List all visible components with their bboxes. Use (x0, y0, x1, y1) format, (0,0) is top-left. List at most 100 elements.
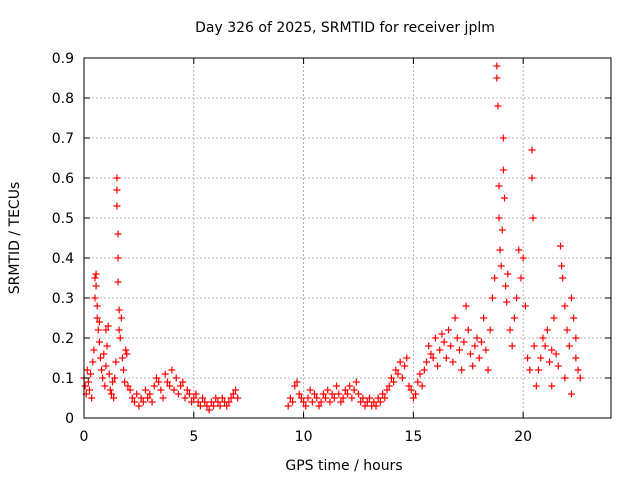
data-point (515, 246, 523, 254)
data-point (346, 382, 354, 390)
y-tick-label: 0.7 (52, 131, 74, 147)
data-point (335, 390, 343, 398)
data-point (529, 214, 537, 222)
data-point (519, 254, 527, 262)
data-point (576, 374, 584, 382)
data-point (99, 374, 107, 382)
data-point (148, 398, 156, 406)
data-point (453, 334, 461, 342)
data-point (110, 394, 118, 402)
data-point (328, 390, 336, 398)
data-point (473, 334, 481, 342)
data-point (218, 394, 226, 402)
data-point (109, 378, 117, 386)
data-point (405, 382, 413, 390)
data-point (113, 174, 121, 182)
axes: 0 0.1 0.2 0.3 0.4 0.5 0.6 0.7 0.8 0.9 0 5 10 15 20 (52, 51, 612, 445)
data-point (501, 194, 509, 202)
data-point (126, 386, 134, 394)
data-point (163, 378, 171, 386)
data-point (491, 274, 499, 282)
data-point (561, 302, 569, 310)
data-point (146, 390, 154, 398)
data-point (392, 366, 400, 374)
data-point (183, 386, 191, 394)
data-point (114, 254, 122, 262)
data-point (232, 386, 240, 394)
data-point (445, 326, 453, 334)
data-point (561, 374, 569, 382)
y-axis-label: SRMTID / TECUs (7, 182, 23, 295)
plot-frame (83, 57, 612, 419)
data-point (567, 390, 575, 398)
data-point (495, 182, 503, 190)
data-point (181, 394, 189, 402)
data-point (103, 342, 111, 350)
data-point (376, 398, 384, 406)
data-point (324, 386, 332, 394)
data-point (434, 362, 442, 370)
data-point (229, 390, 237, 398)
data-point (508, 342, 516, 350)
data-point (541, 342, 549, 350)
x-tick-label: 20 (514, 429, 532, 445)
data-point (442, 354, 450, 362)
data-point (94, 326, 102, 334)
data-point (333, 382, 341, 390)
data-point (113, 202, 121, 210)
data-point (83, 366, 91, 374)
data-point (91, 294, 99, 302)
data-point (348, 394, 356, 402)
data-point (423, 358, 431, 366)
data-point (289, 398, 297, 406)
data-point (89, 358, 97, 366)
data-point (100, 350, 108, 358)
data-point (462, 302, 470, 310)
data-point (396, 358, 404, 366)
data-point (438, 330, 446, 338)
x-tick-label: 0 (80, 429, 89, 445)
data-point (225, 398, 233, 406)
data-point (92, 270, 100, 278)
data-point (414, 378, 422, 386)
data-point (210, 402, 218, 410)
data-point (207, 398, 215, 406)
data-point (357, 398, 365, 406)
data-point (114, 230, 122, 238)
data-point (205, 406, 213, 414)
data-point (102, 362, 110, 370)
data-point (499, 166, 507, 174)
data-point (477, 338, 485, 346)
data-point (394, 370, 402, 378)
data-point (92, 282, 100, 290)
data-point (322, 394, 330, 402)
data-point (188, 398, 196, 406)
x-axis-label: GPS time / hours (285, 458, 402, 474)
data-point (425, 342, 433, 350)
data-point (216, 402, 224, 410)
data-point (460, 338, 468, 346)
data-point (284, 402, 292, 410)
data-point (111, 374, 119, 382)
data-point (385, 382, 393, 390)
data-point (85, 386, 93, 394)
data-point (185, 390, 193, 398)
data-point (174, 390, 182, 398)
data-point (133, 390, 141, 398)
data-point (196, 402, 204, 410)
y-tick-label: 0.4 (52, 251, 74, 267)
data-point (469, 362, 477, 370)
data-point (120, 366, 128, 374)
data-point (374, 394, 382, 402)
data-point (431, 334, 439, 342)
data-point (131, 398, 139, 406)
data-point (498, 226, 506, 234)
data-point (341, 386, 349, 394)
data-point (543, 326, 551, 334)
data-point (565, 342, 573, 350)
data-point (117, 314, 125, 322)
data-point (361, 402, 369, 410)
data-point (352, 378, 360, 386)
data-point (212, 394, 220, 402)
